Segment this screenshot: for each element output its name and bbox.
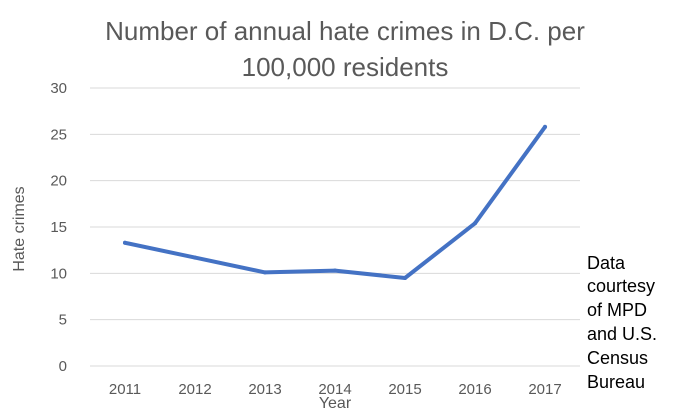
data-point xyxy=(263,270,267,275)
x-tick-label: 2016 xyxy=(458,381,491,398)
data-point xyxy=(473,221,477,226)
note-line-4: and U.S. xyxy=(587,324,657,344)
note-line-2: courtesy xyxy=(587,276,655,296)
data-point xyxy=(123,240,127,245)
data-point xyxy=(403,275,407,280)
x-tick-label: 2012 xyxy=(178,381,211,398)
series-group xyxy=(123,124,547,280)
y-axis-label: Hate crimes xyxy=(11,186,28,271)
data-source-note: Data courtesy of MPD and U.S. Census Bur… xyxy=(587,253,657,392)
series-line xyxy=(123,124,547,280)
data-point xyxy=(193,255,197,260)
y-tick-label: 0 xyxy=(59,358,67,375)
x-tick-label: 2013 xyxy=(248,381,281,398)
note-line-3: of MPD xyxy=(587,300,647,320)
y-tick-label: 30 xyxy=(50,80,67,97)
note-line-5: Census xyxy=(587,348,648,368)
note-line-6: Bureau xyxy=(587,372,645,392)
x-axis-ticks: 2011 2012 2013 2014 2015 2016 2017 xyxy=(109,381,562,398)
x-tick-label: 2011 xyxy=(109,381,141,398)
y-tick-label: 15 xyxy=(50,219,67,236)
chart-title: Number of annual hate crimes in D.C. per… xyxy=(105,16,585,82)
y-axis-ticks: 0 5 10 15 20 25 30 xyxy=(50,80,67,375)
y-tick-label: 10 xyxy=(50,265,67,282)
x-tick-label: 2015 xyxy=(388,381,421,398)
x-tick-label: 2014 xyxy=(318,381,351,398)
chart-title-line-2: 100,000 residents xyxy=(242,52,449,82)
y-tick-label: 5 xyxy=(59,312,67,329)
note-line-1: Data xyxy=(587,253,626,273)
y-tick-label: 20 xyxy=(50,173,67,190)
data-point xyxy=(543,124,547,129)
y-tick-label: 25 xyxy=(50,126,67,143)
data-point xyxy=(333,268,337,273)
gridlines xyxy=(90,87,580,367)
chart-title-line-1: Number of annual hate crimes in D.C. per xyxy=(105,16,585,46)
x-tick-label: 2017 xyxy=(528,381,561,398)
x-axis-label: Year xyxy=(319,395,352,412)
